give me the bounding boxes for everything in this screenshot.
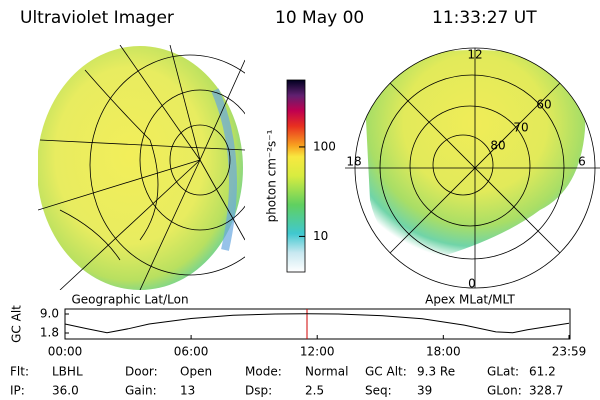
geographic-image [38, 45, 245, 290]
left-caption: Geographic Lat/Lon [71, 293, 188, 307]
info-key: Mode: [245, 365, 282, 379]
mlt-label: 6 [578, 155, 586, 169]
x-tick-label: 18:00 [426, 345, 461, 359]
x-tick-label: 06:00 [174, 345, 209, 359]
y-tick-label: 9.0 [40, 307, 59, 321]
colorbar-tick-label: 100 [313, 139, 336, 153]
info-value: 328.7 [529, 384, 563, 398]
info-key: Seq: [365, 384, 392, 398]
info-value: 13 [180, 384, 195, 398]
time: 11:33:27 UT [432, 8, 537, 28]
info-key: Flt: [10, 365, 29, 379]
info-key: GLon: [487, 384, 522, 398]
right-caption: Apex MLat/MLT [425, 293, 515, 307]
info-key: Dsp: [245, 384, 272, 398]
info-key: GC Alt: [365, 365, 407, 379]
info-value: 36.0 [52, 384, 79, 398]
colorbar-label: photon cm⁻²s⁻¹ [265, 129, 279, 222]
info-value: 39 [417, 384, 432, 398]
info-key: GLat: [487, 365, 519, 379]
date: 10 May 00 [275, 8, 364, 28]
altitude-curve [64, 313, 570, 334]
x-tick-label: 12:00 [300, 345, 335, 359]
x-tick-label: 23:59 [552, 345, 587, 359]
info-value: Open [180, 365, 212, 379]
info-value: 2.5 [305, 384, 324, 398]
info-value: Normal [305, 365, 348, 379]
info-value: 9.3 Re [417, 365, 455, 379]
mlt-label: 0 [468, 277, 476, 291]
mlt-label: 18 [346, 155, 361, 169]
lat-label: 60 [536, 98, 551, 112]
info-value: 61.2 [529, 365, 556, 379]
info-key: Gain: [125, 384, 157, 398]
title: Ultraviolet Imager [20, 8, 174, 28]
altitude-label: GC Alt [10, 305, 24, 343]
mlt-label: 12 [467, 48, 482, 62]
lat-label: 70 [513, 121, 528, 135]
info-key: Door: [125, 365, 158, 379]
colorbar-tick-label: 10 [313, 229, 328, 243]
y-tick-label: 1.8 [40, 326, 59, 340]
polar-image [345, 47, 600, 289]
info-value: LBHL [52, 365, 83, 379]
lat-label: 80 [490, 139, 505, 153]
info-key: IP: [10, 384, 25, 398]
colorbar [286, 79, 306, 273]
x-tick-label: 00:00 [48, 345, 83, 359]
